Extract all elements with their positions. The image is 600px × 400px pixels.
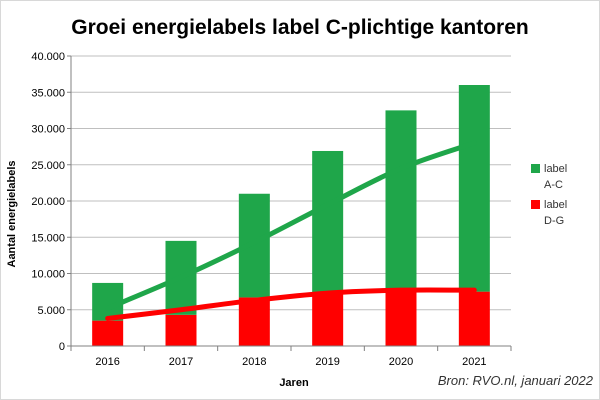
x-tick-label: 2017 [169, 356, 193, 368]
y-tick-label: 0 [59, 341, 65, 353]
bar-label-d-g [238, 297, 270, 346]
y-tick-label: 5.000 [37, 305, 65, 317]
chart-title: Groei energielabels label C-plichtige ka… [71, 16, 528, 39]
x-tick-label: 2021 [462, 356, 486, 368]
legend: label A-C label D-G [531, 163, 567, 227]
x-axis-label: Jaren [279, 377, 309, 389]
legend-swatch-a-c [531, 164, 540, 173]
y-axis-label: Aantal energielabels [6, 161, 18, 268]
bar-label-d-g [92, 320, 124, 346]
y-tick-label: 25.000 [31, 160, 65, 172]
grid-layer [71, 55, 511, 311]
y-tick-label: 35.000 [31, 87, 65, 99]
legend-label-a-c: A-C [544, 179, 563, 191]
x-tick-label: 2019 [315, 356, 339, 368]
trend-layer [105, 140, 477, 321]
bar-label-d-g [458, 291, 490, 346]
trend-line-a-c [105, 140, 477, 311]
legend-label-d-g: label [544, 199, 567, 211]
source-note: Bron: RVO.nl, januari 2022 [438, 373, 594, 388]
bars-layer [92, 85, 490, 346]
bar-label-d-g [312, 292, 344, 346]
x-tick-label: 2018 [242, 356, 266, 368]
legend-label-d-g: D-G [544, 215, 564, 227]
bar-label-d-g [165, 314, 197, 346]
axes-layer: 0 5.000 10.000 15.000 20.000 25.000 30.000 35.0… [31, 51, 512, 368]
trend-line-d-g [105, 287, 477, 321]
y-tick-label: 30.000 [31, 124, 65, 136]
bar-label-a-c [385, 110, 417, 291]
legend-swatch-d-g [531, 200, 540, 209]
bar-label-d-g [385, 290, 417, 346]
bar-label-a-c [458, 85, 490, 292]
y-tick-label: 10.000 [31, 269, 65, 281]
x-tick-label: 2016 [95, 356, 119, 368]
y-tick-label: 15.000 [31, 232, 65, 244]
legend-label-a-c: label [544, 163, 567, 175]
bar-label-a-c [312, 150, 344, 293]
y-tick-label: 40.000 [31, 51, 65, 63]
x-tick-label: 2020 [389, 356, 413, 368]
y-tick-label: 20.000 [31, 196, 65, 208]
